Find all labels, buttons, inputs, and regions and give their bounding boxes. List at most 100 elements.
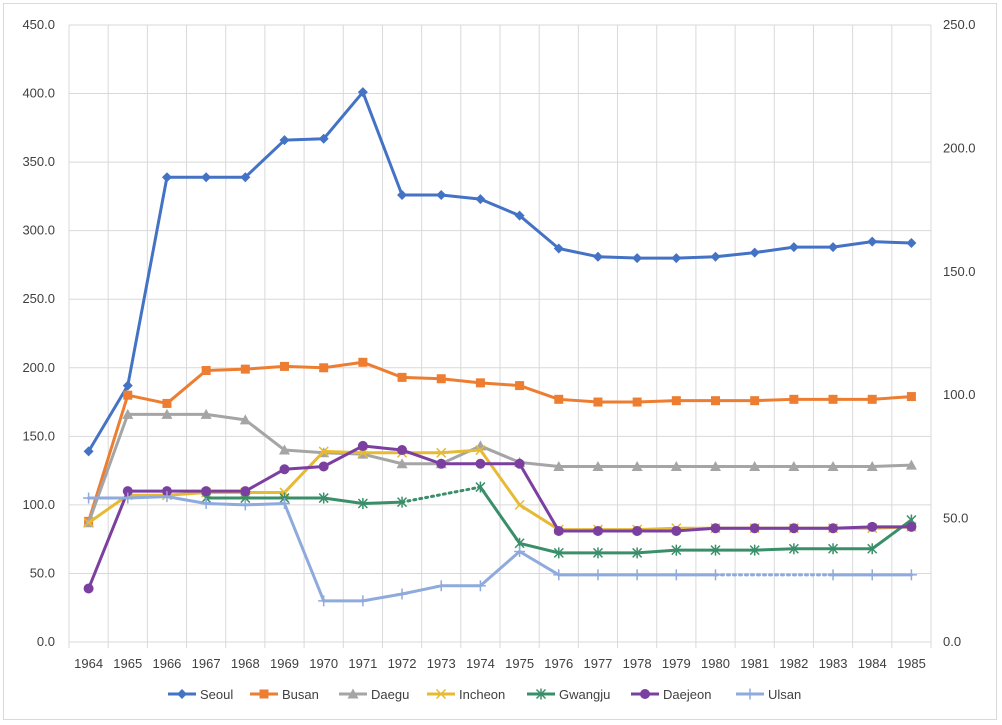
- point-daejeon: [318, 461, 329, 472]
- x-tick-label: 1977: [583, 656, 612, 671]
- series-segment-incheon: [439, 448, 482, 455]
- point-seoul: [671, 253, 682, 264]
- point-ulsan: [200, 498, 212, 510]
- series-segment-seoul: [674, 255, 717, 260]
- legend-label-gwangju: Gwangju: [559, 687, 610, 702]
- series-segment-ulsan: [361, 592, 404, 603]
- point-incheon: [436, 447, 447, 458]
- point-busan: [671, 396, 681, 406]
- point-ulsan: [670, 569, 682, 581]
- point-incheon: [514, 499, 525, 510]
- x-tick-label: 1979: [662, 656, 691, 671]
- legend: Seoul Busan Daegu Incheon Gwangju Daejeon Ulsa…: [168, 687, 801, 702]
- series-gap-gwangju: [400, 485, 482, 504]
- point-ulsan: [239, 499, 251, 511]
- point-busan: [475, 378, 485, 388]
- legend-marker-daegu: [347, 688, 359, 699]
- legend-marker-incheon: [435, 688, 447, 700]
- series-segment-incheon: [635, 526, 678, 532]
- point-daejeon: [867, 521, 878, 532]
- point-daegu: [592, 460, 604, 471]
- point-ulsan: [553, 569, 565, 581]
- point-busan: [711, 396, 720, 406]
- point-seoul: [828, 242, 839, 253]
- x-tick-label: 1978: [623, 656, 652, 671]
- point-busan: [750, 396, 760, 406]
- point-busan: [515, 381, 525, 391]
- series-segment-busan: [283, 364, 326, 370]
- series-segment-seoul: [439, 193, 482, 201]
- point-busan: [162, 398, 172, 408]
- series-segment-busan: [400, 375, 443, 381]
- point-gwangju: [318, 492, 329, 504]
- point-daegu: [553, 460, 565, 471]
- legend-label-busan: Busan: [282, 687, 319, 702]
- point-busan: [397, 372, 407, 382]
- point-daegu: [122, 408, 134, 419]
- x-tick-label: 1970: [309, 656, 338, 671]
- point-ulsan: [592, 569, 604, 581]
- legend-item-daejeon: Daejeon: [631, 687, 711, 702]
- series-segment-busan: [518, 384, 561, 401]
- series-segment-busan: [243, 364, 286, 371]
- series-segment-busan: [870, 395, 913, 401]
- series-segment-seoul: [361, 90, 404, 197]
- y-left-tick-label: 150.0: [22, 428, 55, 443]
- point-seoul: [749, 247, 760, 258]
- series-segment-busan: [204, 367, 247, 373]
- x-tick-label: 1985: [897, 656, 926, 671]
- series-segment-busan: [322, 360, 365, 370]
- point-seoul: [318, 133, 329, 144]
- series-segment-gwangju: [518, 541, 561, 555]
- legend-marker-busan: [259, 689, 269, 699]
- series-segment-seoul: [322, 90, 365, 141]
- x-tick-label: 1976: [544, 656, 573, 671]
- series-daegu: [83, 408, 917, 528]
- point-busan: [358, 357, 368, 367]
- x-tick-label: 1981: [740, 656, 769, 671]
- series-segment-seoul: [557, 246, 600, 259]
- point-daejeon: [671, 525, 682, 536]
- series-segment-seoul: [714, 251, 757, 259]
- y-left-tick-label: 400.0: [22, 86, 55, 101]
- point-busan: [201, 366, 211, 376]
- y-left-tick-label: 0.0: [37, 634, 55, 649]
- point-daegu: [396, 458, 408, 469]
- y-left-tick-label: 100.0: [22, 497, 55, 512]
- x-tick-label: 1973: [427, 656, 456, 671]
- point-daegu: [905, 459, 917, 470]
- series-segment-daejeon: [283, 464, 326, 471]
- series-segment-seoul: [126, 175, 169, 388]
- series-segment-busan: [165, 369, 208, 405]
- legend-item-incheon: Incheon: [427, 687, 505, 702]
- series-segment-daegu: [87, 412, 130, 525]
- series-gwangju: [201, 481, 917, 559]
- point-daegu: [161, 408, 173, 419]
- point-daejeon: [279, 464, 290, 475]
- series-segment-busan: [635, 399, 678, 404]
- point-daejeon: [240, 486, 251, 497]
- legend-item-ulsan: Ulsan: [736, 687, 801, 702]
- point-daejeon: [122, 486, 133, 497]
- series-segment-ulsan: [204, 502, 247, 507]
- series-segment-busan: [126, 393, 169, 405]
- point-busan: [554, 394, 564, 404]
- x-tick-label: 1964: [74, 656, 103, 671]
- legend-item-daegu: Daegu: [339, 687, 409, 702]
- series-segment-ulsan: [400, 584, 443, 596]
- series-layer: [83, 87, 917, 607]
- point-ulsan: [474, 580, 486, 592]
- legend-label-daegu: Daegu: [371, 687, 409, 702]
- point-daejeon: [201, 486, 212, 497]
- point-daejeon: [83, 583, 94, 594]
- point-seoul: [867, 236, 878, 247]
- y-left-tick-label: 350.0: [22, 154, 55, 169]
- series-segment-daejeon: [400, 448, 443, 466]
- point-gwangju: [553, 547, 564, 559]
- y-left-tick-label: 250.0: [22, 291, 55, 306]
- series-segment-incheon: [165, 491, 208, 497]
- series-segment-gwangju: [361, 500, 404, 506]
- point-seoul: [788, 242, 799, 253]
- legend-label-incheon: Incheon: [459, 687, 505, 702]
- point-busan: [280, 361, 289, 371]
